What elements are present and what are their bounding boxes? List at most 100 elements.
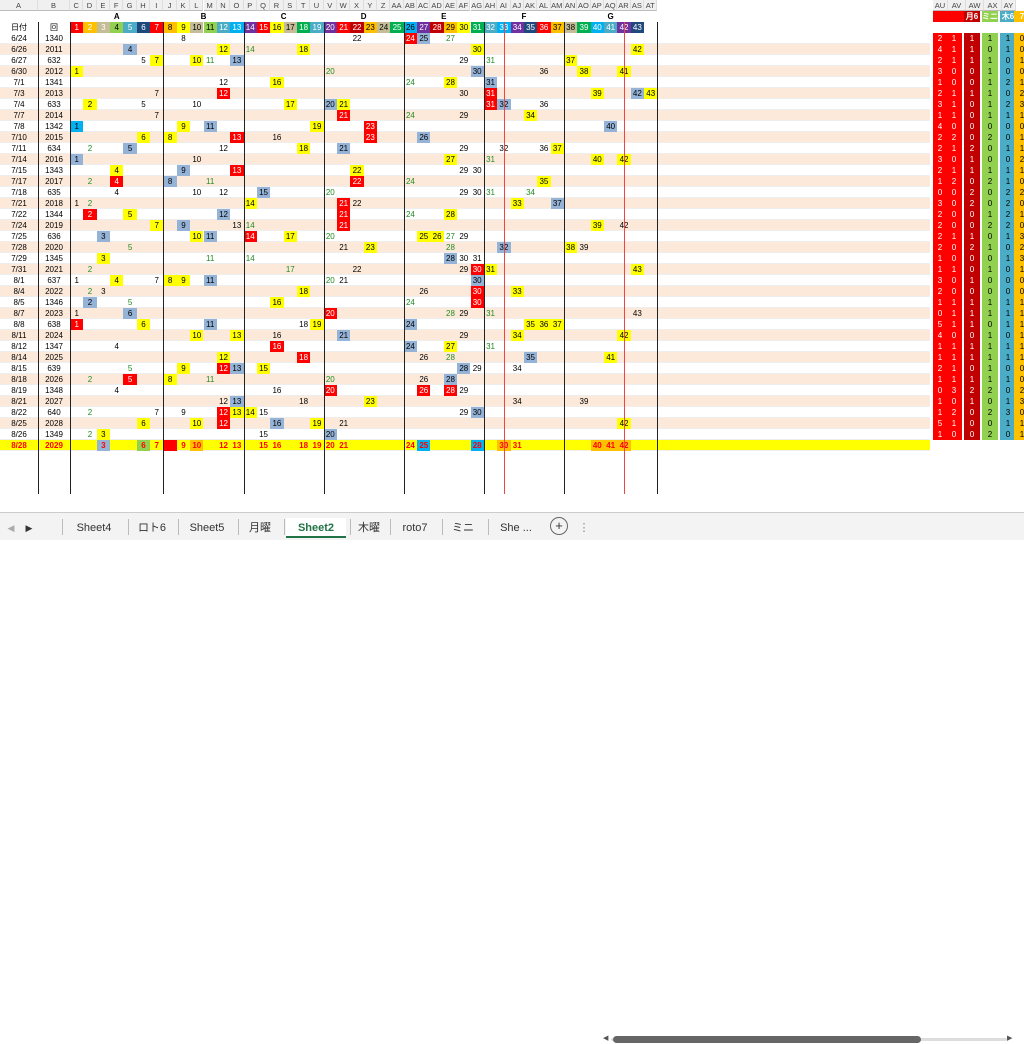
stat-cell[interactable]: 0 bbox=[982, 231, 998, 242]
column-header-ah[interactable]: AH bbox=[483, 0, 498, 11]
stat-cell[interactable]: 1 bbox=[946, 99, 962, 110]
number-cell[interactable]: 22 bbox=[352, 34, 362, 43]
column-header-z[interactable]: Z bbox=[377, 0, 391, 11]
number-cell[interactable]: 26 bbox=[419, 353, 429, 362]
number-cell[interactable]: 20 bbox=[325, 67, 335, 76]
number-cell[interactable]: 15 bbox=[259, 430, 269, 439]
number-cell[interactable]: 24 bbox=[405, 441, 415, 450]
number-cell[interactable]: 2 bbox=[87, 430, 93, 439]
number-cell[interactable]: 36 bbox=[537, 319, 551, 330]
number-cell[interactable]: 9 bbox=[176, 275, 191, 286]
stat-cell[interactable]: 1 bbox=[982, 264, 998, 275]
number-cell[interactable]: 20 bbox=[323, 385, 337, 396]
stat-cell[interactable]: 0 bbox=[964, 110, 980, 121]
number-cell[interactable]: 31 bbox=[483, 264, 498, 275]
number-cell[interactable]: 20 bbox=[325, 375, 335, 384]
stat-cell[interactable]: 1 bbox=[964, 341, 980, 352]
date-cell[interactable]: 8/8 bbox=[13, 320, 25, 329]
number-cell[interactable]: 20 bbox=[323, 99, 337, 110]
number-cell[interactable]: 28 bbox=[443, 77, 458, 88]
stat-cell[interactable]: 1 bbox=[1000, 374, 1016, 385]
legend-cell[interactable]: 11 bbox=[203, 22, 217, 33]
number-cell[interactable]: 11 bbox=[203, 231, 217, 242]
column-header-ab[interactable]: AB bbox=[403, 0, 418, 11]
stat-cell[interactable]: 0 bbox=[1000, 330, 1016, 341]
stat-cell[interactable]: 1 bbox=[946, 165, 962, 176]
number-cell[interactable]: 10 bbox=[190, 440, 204, 451]
round-cell[interactable]: 635 bbox=[47, 188, 61, 197]
number-cell[interactable]: 30 bbox=[470, 264, 484, 275]
column-header-t[interactable]: T bbox=[296, 0, 311, 11]
stat-cell[interactable]: 1 bbox=[933, 374, 947, 385]
column-header-ad[interactable]: AD bbox=[430, 0, 444, 11]
number-cell[interactable]: 38 bbox=[563, 242, 578, 253]
round-cell[interactable]: 2026 bbox=[45, 375, 63, 384]
number-cell[interactable]: 18 bbox=[299, 441, 309, 450]
number-cell[interactable]: 13 bbox=[230, 165, 244, 176]
stat-cell[interactable]: 3 bbox=[1000, 407, 1016, 418]
number-cell[interactable]: 18 bbox=[296, 44, 311, 55]
column-header-ay[interactable]: AY bbox=[1002, 0, 1016, 11]
column-header-d[interactable]: D bbox=[83, 0, 97, 11]
number-cell[interactable]: 30 bbox=[470, 297, 484, 308]
number-cell[interactable]: 26 bbox=[419, 287, 429, 296]
number-cell[interactable]: 10 bbox=[192, 100, 202, 109]
number-cell[interactable]: 4 bbox=[114, 188, 119, 197]
date-cell[interactable]: 8/22 bbox=[11, 408, 27, 417]
date-cell[interactable]: 8/5 bbox=[13, 298, 25, 307]
number-cell[interactable]: 30 bbox=[470, 407, 484, 418]
number-cell[interactable]: 29 bbox=[472, 364, 482, 373]
number-cell[interactable]: 12 bbox=[216, 44, 231, 55]
number-cell[interactable]: 25 bbox=[417, 440, 431, 451]
number-cell[interactable]: 21 bbox=[339, 419, 349, 428]
date-cell[interactable]: 7/18 bbox=[11, 188, 27, 197]
legend-cell[interactable]: 18 bbox=[296, 22, 311, 33]
number-cell[interactable]: 16 bbox=[272, 441, 282, 450]
stat-cell[interactable]: 1 bbox=[1014, 341, 1024, 352]
legend-cell[interactable]: 26 bbox=[403, 22, 418, 33]
number-cell[interactable]: 12 bbox=[216, 363, 231, 374]
number-cell[interactable]: 10 bbox=[190, 55, 204, 66]
stat-cell[interactable]: 2 bbox=[1000, 220, 1016, 231]
number-cell[interactable]: 23 bbox=[363, 242, 378, 253]
tab-3[interactable]: 月曜 bbox=[249, 522, 271, 534]
stat-cell[interactable]: 0 bbox=[1014, 33, 1024, 44]
stat-cell[interactable]: 1 bbox=[964, 297, 980, 308]
number-cell[interactable]: 12 bbox=[219, 188, 228, 197]
stat-cell[interactable]: 0 bbox=[946, 330, 962, 341]
legend-cell[interactable]: 4 bbox=[110, 22, 124, 33]
number-cell[interactable]: 28 bbox=[457, 363, 471, 374]
number-cell[interactable]: 16 bbox=[272, 133, 282, 142]
column-header-s[interactable]: S bbox=[283, 0, 297, 11]
number-cell[interactable]: 12 bbox=[219, 144, 228, 153]
number-cell[interactable]: 7 bbox=[154, 408, 159, 417]
legend-cell[interactable]: 43 bbox=[630, 22, 645, 33]
stat-cell[interactable]: 1 bbox=[933, 352, 947, 363]
stat-cell[interactable]: 1 bbox=[982, 77, 998, 88]
number-cell[interactable]: 18 bbox=[299, 397, 309, 406]
stat-cell[interactable]: 2 bbox=[1014, 385, 1024, 396]
number-cell[interactable]: 3 bbox=[96, 253, 111, 264]
stat-cell[interactable]: 0 bbox=[982, 275, 998, 286]
column-header-f[interactable]: F bbox=[110, 0, 124, 11]
number-cell[interactable]: 21 bbox=[337, 198, 351, 209]
number-cell[interactable]: 43 bbox=[630, 264, 645, 275]
number-cell[interactable]: 31 bbox=[472, 254, 482, 263]
round-cell[interactable]: 2013 bbox=[45, 89, 63, 98]
round-cell[interactable]: 1345 bbox=[45, 254, 63, 263]
date-cell[interactable]: 7/21 bbox=[11, 199, 27, 208]
stat-cell[interactable]: 0 bbox=[1000, 286, 1016, 297]
round-cell[interactable]: 2018 bbox=[45, 199, 63, 208]
stat-cell[interactable]: 1 bbox=[946, 110, 962, 121]
stat-cell[interactable]: 1 bbox=[1014, 297, 1024, 308]
number-cell[interactable]: 19 bbox=[310, 121, 324, 132]
number-cell[interactable]: 12 bbox=[219, 397, 228, 406]
stat-cell[interactable]: 1 bbox=[964, 275, 980, 286]
number-cell[interactable]: 31 bbox=[486, 155, 495, 164]
legend-cell[interactable]: 39 bbox=[577, 22, 591, 33]
number-cell[interactable]: 30 bbox=[470, 286, 484, 297]
legend-cell[interactable]: 37 bbox=[550, 22, 564, 33]
column-header-h[interactable]: H bbox=[136, 0, 151, 11]
date-cell[interactable]: 8/26 bbox=[11, 430, 27, 439]
number-cell[interactable]: 23 bbox=[363, 396, 378, 407]
